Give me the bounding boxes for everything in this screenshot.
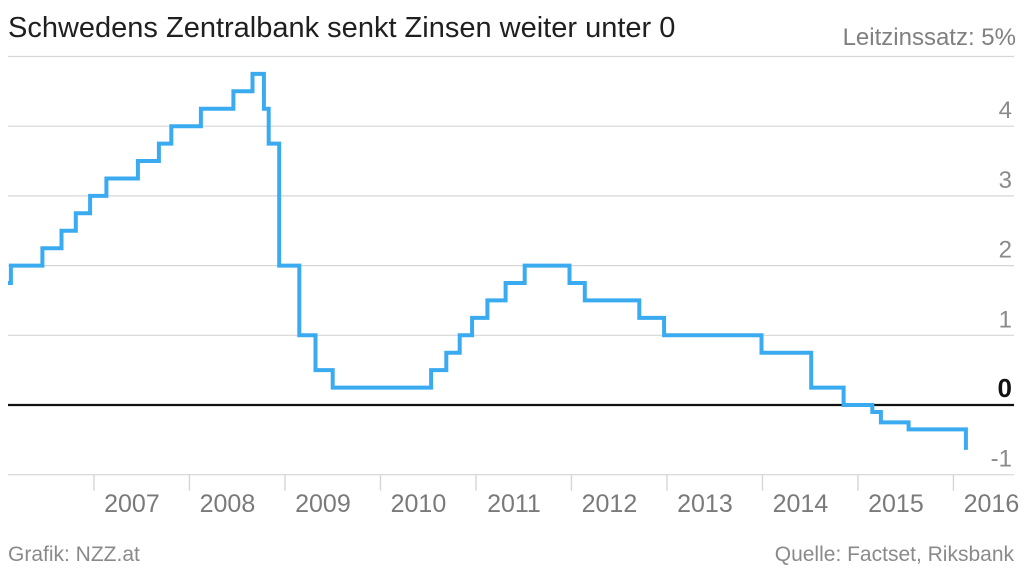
credit-label: Grafik: NZZ.at: [8, 543, 140, 566]
x-axis-ticks: [93, 474, 955, 491]
x-tick-label: 2016: [964, 490, 1020, 518]
x-tick-label: 2012: [582, 490, 638, 518]
x-tick-label: 2015: [868, 490, 924, 518]
x-tick-label: 2013: [677, 490, 733, 518]
grid-lines: [8, 55, 1014, 476]
x-axis-labels: 2007 2008 2009 2010 2011 2012 2013 2014 2015 2016: [104, 490, 1019, 518]
y-axis-unit-label: Leitzinssatz: 5%: [842, 24, 1016, 51]
x-tick-label: 2009: [295, 490, 351, 518]
x-tick-label: 2007: [104, 490, 160, 518]
y-tick-label: 1: [999, 306, 1012, 333]
y-tick-label: 2: [999, 237, 1012, 264]
y-axis-labels: -1 0 1 2 3 4: [991, 97, 1012, 473]
x-tick-label: 2010: [391, 490, 447, 518]
y-tick-label: 4: [999, 97, 1012, 124]
y-tick-label: 3: [999, 167, 1012, 194]
y-tick-label-zero: 0: [998, 373, 1012, 403]
chart-title: Schwedens Zentralbank senkt Zinsen weite…: [8, 12, 676, 44]
x-tick-label: 2014: [773, 490, 829, 518]
series-layer: [8, 71, 968, 450]
y-tick-label: -1: [991, 446, 1012, 473]
x-tick-label: 2008: [200, 490, 256, 518]
x-tick-label: 2011: [487, 490, 541, 518]
source-label: Quelle: Factset, Riksbank: [774, 543, 1014, 566]
leitzins-series-line: [8, 71, 968, 450]
